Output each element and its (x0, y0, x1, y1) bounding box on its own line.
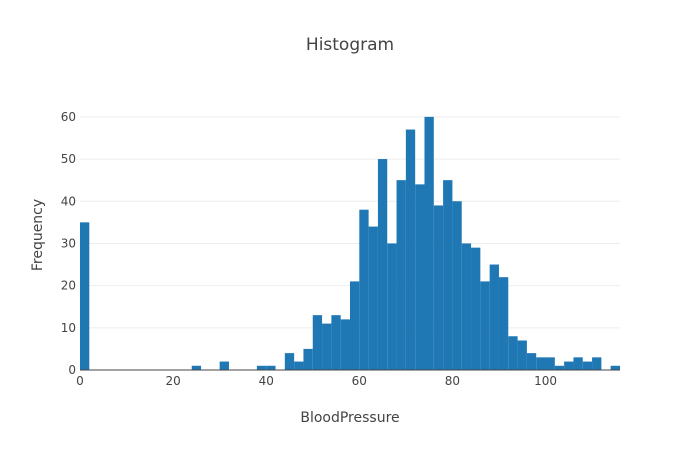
y-tick-label: 30 (61, 236, 76, 250)
histogram-bar (592, 357, 602, 370)
histogram-bar (554, 365, 565, 370)
histogram-bar (284, 353, 295, 370)
histogram-bar (312, 315, 323, 370)
x-tick-labels: 0 20 40 60 80 100 (76, 374, 557, 388)
histogram-bar (610, 365, 620, 370)
x-tick-label: 0 (76, 374, 84, 388)
histogram-bar (517, 340, 527, 370)
y-gridlines (80, 116, 620, 329)
histogram-bar (498, 277, 509, 370)
histogram-bar (433, 205, 444, 370)
y-tick-labels: 0 10 20 30 40 50 60 (61, 110, 76, 377)
histogram-bar (536, 357, 546, 370)
y-tick-label: 50 (61, 152, 76, 166)
y-tick-label: 0 (68, 363, 76, 377)
y-axis-title: Frequency (30, 199, 46, 271)
histogram-bar (266, 365, 276, 370)
histogram-bar (331, 315, 341, 370)
x-tick-label: 20 (165, 374, 180, 388)
histogram-bar (443, 180, 453, 370)
histogram-bar (582, 361, 593, 370)
histogram-bar (480, 281, 490, 370)
histogram-bar (526, 353, 537, 370)
histogram-bar (452, 201, 462, 370)
histogram-bar (387, 243, 397, 370)
histogram-bar (415, 184, 425, 370)
x-axis-title: BloodPressure (300, 410, 399, 426)
histogram-bar (508, 336, 518, 370)
histogram-bar (294, 361, 304, 370)
chart-title: Histogram (306, 35, 394, 55)
histogram-bar (471, 247, 481, 370)
x-tick-label: 100 (534, 374, 557, 388)
x-tick-label: 40 (259, 374, 274, 388)
histogram-bar (303, 348, 313, 370)
histogram-bar (80, 222, 90, 370)
histogram-bar (350, 281, 360, 370)
histogram-bar (424, 116, 434, 370)
histogram-bar (545, 357, 555, 370)
histogram-bar (564, 361, 574, 370)
histogram-bar (359, 209, 369, 370)
histogram-bar (368, 226, 378, 370)
histogram-bar (461, 243, 472, 370)
histogram-bar (405, 129, 416, 370)
histogram-bar (573, 357, 583, 370)
histogram-bars (80, 116, 620, 370)
x-tick-label: 80 (445, 374, 460, 388)
histogram-bar (396, 180, 406, 370)
histogram-bar (219, 361, 229, 370)
y-tick-label: 60 (61, 110, 76, 124)
x-tick-label: 60 (352, 374, 367, 388)
y-tick-label: 40 (61, 194, 76, 208)
histogram-bar (191, 365, 202, 370)
histogram-bar (377, 159, 388, 370)
y-tick-label: 20 (61, 279, 76, 293)
y-tick-label: 10 (61, 321, 76, 335)
histogram-bar (256, 365, 267, 370)
histogram-bar (340, 319, 350, 370)
histogram-bar (322, 323, 332, 370)
histogram-bar (489, 264, 499, 370)
